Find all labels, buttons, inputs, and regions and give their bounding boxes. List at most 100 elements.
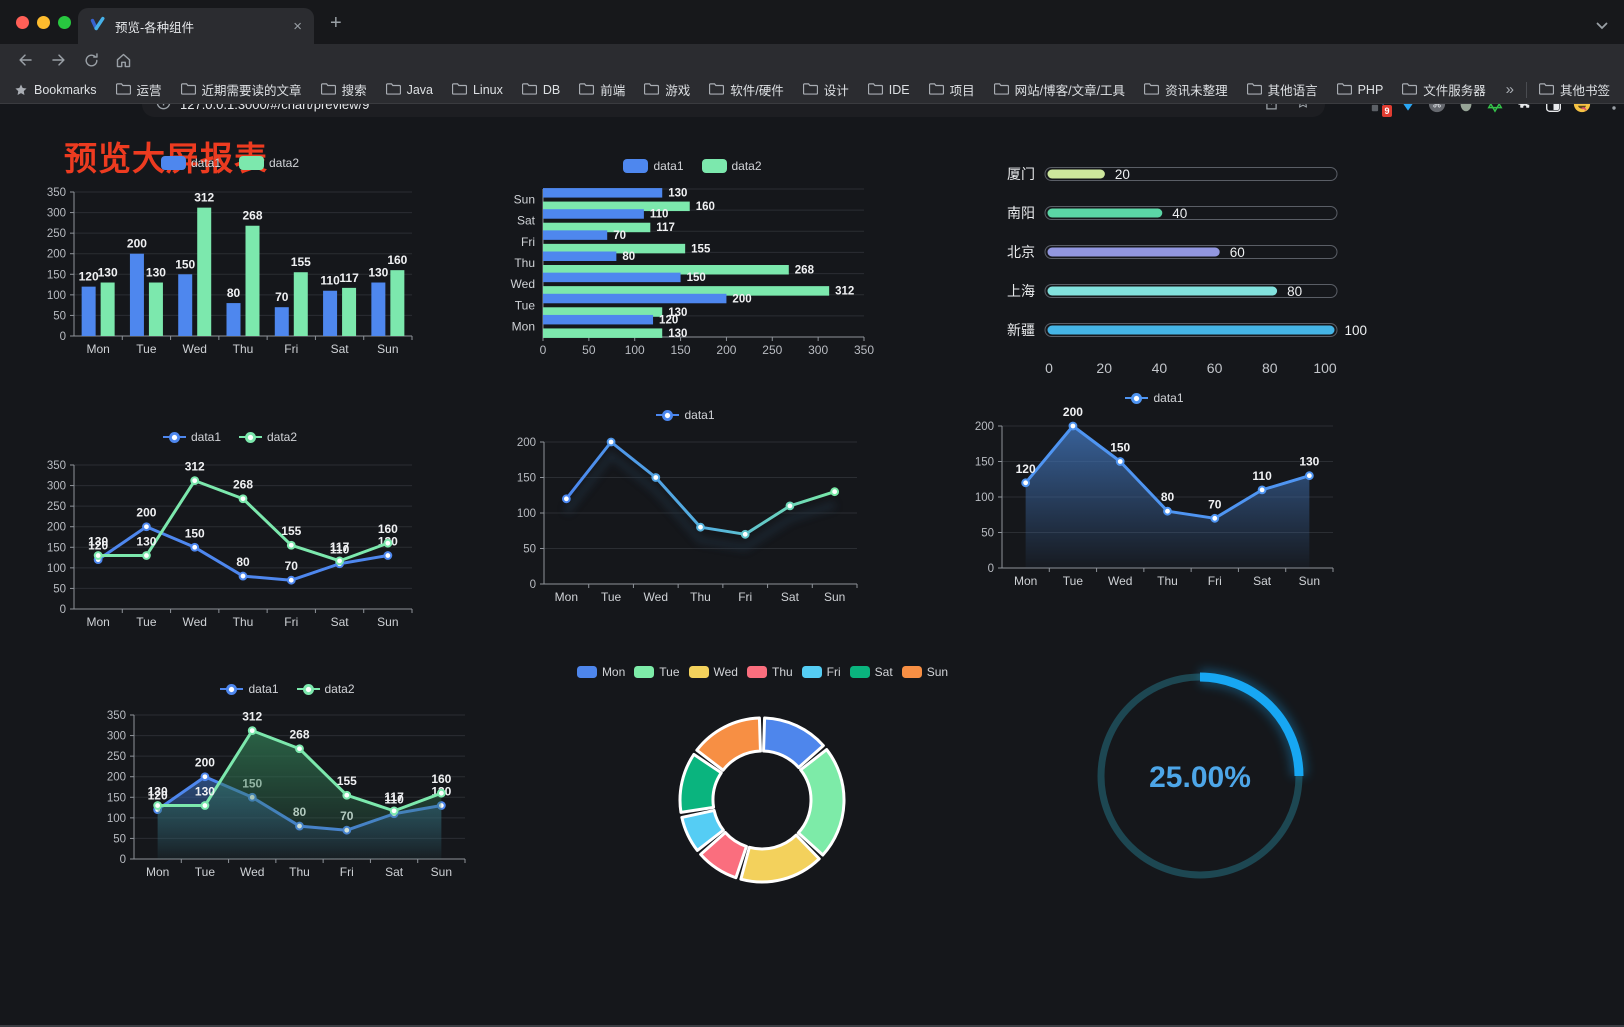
- zoom-window-button[interactable]: [58, 16, 71, 29]
- svg-text:250: 250: [47, 228, 66, 240]
- bookmark-folder-项目[interactable]: 项目: [928, 80, 975, 99]
- home-button[interactable]: [110, 47, 136, 73]
- legend-item-data2[interactable]: data2: [701, 159, 762, 173]
- reload-button[interactable]: [78, 47, 104, 73]
- legend-item-Wed[interactable]: Wed: [688, 665, 738, 679]
- bookmark-folder-Linux[interactable]: Linux: [451, 82, 503, 98]
- close-window-button[interactable]: [16, 16, 29, 29]
- horizontal-bar-chart: data1 data2 0 50 100 150 200 250 300 350 Sun 130 160…: [495, 155, 890, 363]
- svg-text:Sun: Sun: [377, 615, 398, 629]
- svg-text:Wed: Wed: [182, 615, 206, 629]
- folder-icon: [1246, 82, 1262, 98]
- svg-text:120: 120: [79, 270, 99, 284]
- svg-text:80: 80: [622, 251, 635, 263]
- svg-text:160: 160: [378, 522, 398, 536]
- legend-item-data2[interactable]: data2: [296, 682, 355, 696]
- new-tab-button[interactable]: +: [330, 12, 342, 34]
- svg-text:120: 120: [659, 314, 678, 326]
- legend-item-Tue[interactable]: Tue: [634, 665, 680, 679]
- legend-item-data1[interactable]: data1: [1125, 391, 1184, 405]
- bookmark-folder-设计[interactable]: 设计: [802, 80, 849, 99]
- bookmark-folder-PHP[interactable]: PHP: [1336, 82, 1383, 98]
- star-icon: [15, 83, 27, 95]
- bookmark-folder-游戏[interactable]: 游戏: [644, 80, 690, 99]
- legend-item-data1[interactable]: data1: [162, 430, 221, 444]
- legend-item-data1[interactable]: data1: [160, 156, 221, 170]
- svg-text:200: 200: [195, 756, 215, 770]
- bookmark-folder-label: 资讯未整理: [1165, 84, 1228, 98]
- legend-item-Thu[interactable]: Thu: [746, 665, 793, 679]
- svg-text:350: 350: [47, 187, 66, 199]
- svg-text:0: 0: [60, 331, 66, 343]
- tab-favicon-icon: [90, 16, 106, 37]
- legend-marker-icon: [623, 159, 649, 173]
- legend-item-Sat[interactable]: Sat: [849, 665, 893, 679]
- legend-item-Sun[interactable]: Sun: [901, 665, 948, 679]
- svg-text:70: 70: [275, 290, 289, 304]
- bookmark-folder-网站/博客/文章/工具[interactable]: 网站/博客/文章/工具: [993, 80, 1125, 99]
- bookmark-folder-近期需要读的文章[interactable]: 近期需要读的文章: [180, 80, 302, 99]
- svg-text:Wed: Wed: [644, 590, 668, 604]
- svg-text:300: 300: [107, 731, 126, 743]
- legend-marker-icon: [239, 431, 262, 443]
- svg-text:155: 155: [281, 524, 301, 538]
- tab-search-chevron-icon[interactable]: [1596, 17, 1608, 35]
- bookmark-folder-前端[interactable]: 前端: [579, 80, 625, 99]
- bookmark-folder-搜索[interactable]: 搜索: [320, 80, 367, 99]
- back-button[interactable]: [12, 47, 38, 73]
- browser-tab[interactable]: 预览-各种组件 ×: [78, 8, 314, 44]
- legend-item-data1[interactable]: data1: [220, 682, 279, 696]
- legend-label: Sat: [874, 665, 893, 679]
- svg-text:312: 312: [185, 460, 205, 474]
- chart-legend: Mon Tue Wed Thu Fri Sat Sun: [560, 665, 965, 679]
- legend-marker-icon: [220, 683, 244, 695]
- chart-legend: data1: [498, 408, 873, 422]
- titlebar: 预览-各种组件 × +: [0, 0, 1624, 44]
- multi-line-chart: data1 data2 0 50 100 150 200 250 300 350 Mon Tue Wed…: [40, 425, 420, 637]
- svg-text:150: 150: [975, 457, 994, 469]
- svg-text:150: 150: [185, 526, 205, 540]
- bookmark-folder-资讯未整理[interactable]: 资讯未整理: [1143, 80, 1228, 99]
- svg-text:25.00%: 25.00%: [1149, 761, 1251, 794]
- bookmark-folder-其他语言[interactable]: 其他语言: [1246, 80, 1318, 99]
- bookmark-folder-软件/硬件[interactable]: 软件/硬件: [709, 80, 784, 99]
- legend-item-data2[interactable]: data2: [239, 156, 299, 170]
- legend-label: data2: [731, 159, 762, 173]
- svg-text:50: 50: [53, 583, 66, 595]
- bookmark-folder-IDE[interactable]: IDE: [867, 82, 910, 98]
- bookmarks-manager-item[interactable]: Bookmarks: [14, 83, 97, 97]
- other-bookmarks-folder[interactable]: 其他书签: [1538, 80, 1610, 99]
- legend-marker-icon: [849, 666, 870, 678]
- svg-text:155: 155: [691, 243, 711, 255]
- bookmark-folder-Java[interactable]: Java: [385, 82, 433, 98]
- legend-marker-icon: [688, 666, 709, 678]
- svg-text:50: 50: [53, 310, 66, 322]
- legend-item-data1[interactable]: data1: [623, 159, 684, 173]
- legend-label: data1: [190, 156, 221, 170]
- minimize-window-button[interactable]: [37, 16, 50, 29]
- forward-button[interactable]: [46, 47, 72, 73]
- svg-text:100: 100: [975, 492, 994, 504]
- legend-marker-icon: [160, 156, 186, 170]
- legend-item-data1[interactable]: data1: [656, 408, 715, 422]
- svg-text:120: 120: [148, 789, 168, 803]
- close-tab-icon[interactable]: ×: [293, 17, 302, 35]
- svg-text:0: 0: [60, 604, 66, 616]
- bookmark-folder-label: 文件服务器: [1423, 84, 1486, 98]
- svg-text:250: 250: [47, 501, 66, 513]
- legend-item-Fri[interactable]: Fri: [801, 665, 841, 679]
- bookmark-folder-文件服务器[interactable]: 文件服务器: [1402, 80, 1486, 99]
- svg-text:300: 300: [808, 343, 828, 357]
- legend-label: data1: [248, 682, 279, 696]
- legend-label: data1: [190, 430, 221, 444]
- svg-text:Fri: Fri: [738, 590, 752, 604]
- svg-text:北京: 北京: [1007, 244, 1035, 260]
- legend-marker-icon: [901, 666, 922, 678]
- bookmarks-overflow-chevron[interactable]: »: [1505, 81, 1514, 98]
- bookmark-folder-运营[interactable]: 运营: [115, 80, 162, 99]
- legend-item-data2[interactable]: data2: [239, 430, 297, 444]
- bookmark-folder-DB[interactable]: DB: [521, 82, 560, 98]
- bookmark-folder-label: 游戏: [665, 84, 691, 98]
- svg-text:Wed: Wed: [1108, 574, 1132, 588]
- legend-item-Mon[interactable]: Mon: [576, 665, 625, 679]
